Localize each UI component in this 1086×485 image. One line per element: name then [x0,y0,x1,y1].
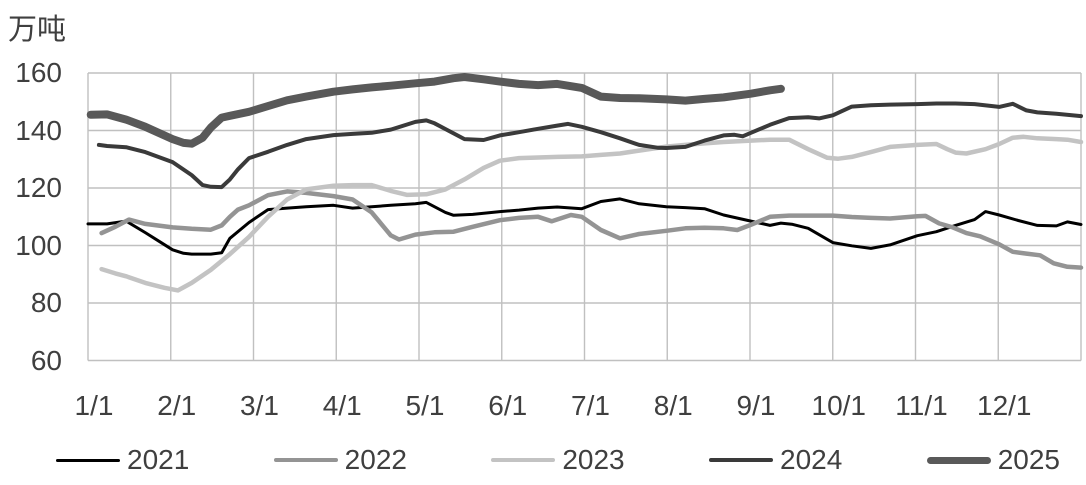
x-tick-label: 8/1 [653,390,693,421]
y-tick-label: 100 [15,229,62,261]
legend-line-2022 [273,458,338,462]
y-axis: 160 140 120 100 80 60 [0,0,74,485]
x-tick-label: 2/1 [157,390,197,421]
x-tick-label: 1/1 [74,390,114,421]
legend-line-2023 [491,458,556,462]
series-line-2025 [86,73,785,148]
legend-item-2021: 2021 [56,444,189,476]
series-lines [86,73,1084,293]
legend-item-2025: 2025 [926,444,1060,476]
legend-line-2025 [926,456,991,464]
y-tick-label: 160 [15,57,62,88]
legend-line-2021 [56,458,120,462]
y-tick-label: 120 [15,172,62,203]
y-tick-label: 80 [30,287,62,318]
legend-item-2023: 2023 [491,444,625,476]
series-line-2022 [99,189,1084,270]
series-line-2021 [86,197,1083,256]
x-tick-label: 4/1 [322,390,362,421]
x-tick-label: 10/1 [811,390,867,421]
y-tick-label: 60 [30,344,62,376]
legend-label-2022: 2022 [344,444,407,475]
unit-label: 万吨 [8,14,67,46]
gridlines [87,72,1082,362]
legend-line-2024 [709,458,774,462]
legend-item-2022: 2022 [273,444,407,476]
x-tick-label: 6/1 [488,390,528,421]
legend-label-2025: 2025 [997,444,1060,475]
legend-label-2024: 2024 [780,444,843,475]
series-line-2023 [99,134,1084,293]
x-tick-label: 7/1 [571,390,610,421]
series-line-2024 [96,101,1083,190]
y-tick-label: 140 [15,114,62,146]
x-tick-label: 11/1 [895,390,948,421]
x-tick-label: 12/1 [977,390,1032,421]
legend-label-2023: 2023 [562,444,625,475]
legend-item-2024: 2024 [709,444,842,476]
legend: 2021 2022 2023 2024 2025 [56,441,1060,479]
legend-label-2021: 2021 [127,444,190,475]
x-tick-label: 5/1 [405,390,445,421]
x-tick-label: 3/1 [240,390,279,421]
x-tick-label: 9/1 [736,390,776,421]
